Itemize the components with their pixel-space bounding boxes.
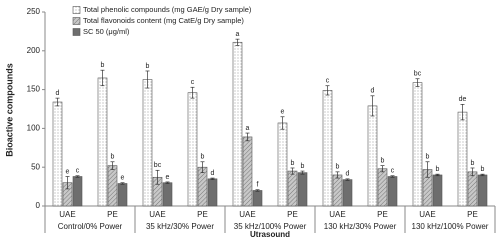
bar xyxy=(142,79,153,207)
significance-letter: de xyxy=(459,96,467,103)
bar xyxy=(322,90,333,207)
bar xyxy=(117,183,128,207)
x-tick-label: PE xyxy=(197,210,208,219)
bar xyxy=(207,178,218,207)
significance-letter: b xyxy=(201,154,205,161)
y-tick-label: 50 xyxy=(31,162,40,171)
x-axis-label: Utrasound xyxy=(250,230,290,239)
bar xyxy=(187,92,198,207)
significance-letter: d xyxy=(346,171,350,178)
legend-label: Total flavonoids content (mg CatE/g Dry … xyxy=(83,16,244,25)
bar xyxy=(107,165,118,207)
significance-letter: b xyxy=(481,166,485,173)
bar xyxy=(367,105,378,207)
legend-label: SC 50 (μg/ml) xyxy=(83,27,130,36)
significance-letter: b xyxy=(381,157,385,164)
bar xyxy=(52,101,63,207)
significance-letter: b xyxy=(111,154,115,161)
bar xyxy=(477,174,488,207)
significance-letter: d xyxy=(211,170,215,177)
x-tick-label: UAE xyxy=(239,210,255,219)
significance-letter: d xyxy=(56,90,60,97)
significance-letter: f xyxy=(257,182,259,189)
bar xyxy=(457,111,468,207)
legend-swatch xyxy=(72,28,81,36)
y-tick-label: 100 xyxy=(27,124,41,133)
x-tick-label: UAE xyxy=(329,210,345,219)
significance-letter: a xyxy=(236,31,240,38)
x-tick-label: UAE xyxy=(149,210,165,219)
legend-swatch xyxy=(72,17,81,25)
significance-letter: e xyxy=(121,175,125,182)
bar xyxy=(432,174,443,207)
group-label: Control/0% Power xyxy=(58,222,123,231)
x-tick-label: UAE xyxy=(59,210,75,219)
y-tick-label: 0 xyxy=(36,201,41,210)
significance-letter: c xyxy=(391,168,395,175)
y-axis-label: Bioactive compounds xyxy=(4,63,14,157)
bar xyxy=(97,77,108,207)
y-tick-label: 200 xyxy=(27,46,41,55)
significance-letter: b xyxy=(436,166,440,173)
bar xyxy=(342,179,353,207)
group-label: 35 kHz/30% Power xyxy=(146,222,214,231)
bar xyxy=(377,168,388,207)
x-tick-label: PE xyxy=(107,210,118,219)
group-label: 130 kHz/30% Power xyxy=(324,222,397,231)
significance-letter: d xyxy=(371,88,375,95)
significance-letter: b xyxy=(471,160,475,167)
legend-label: Total phenolic compounds (mg GAE/g Dry s… xyxy=(83,5,252,14)
significance-letter: c xyxy=(326,78,330,85)
group-label: 130 kHz/100% Power xyxy=(412,222,489,231)
legend-swatch xyxy=(72,6,81,14)
significance-letter: b xyxy=(301,163,305,170)
significance-letter: b xyxy=(146,63,150,70)
significance-letter: bc xyxy=(154,162,162,169)
bar xyxy=(197,166,208,207)
bar xyxy=(277,122,288,207)
bar xyxy=(232,41,243,207)
group-label: 35 kHz/100% Power xyxy=(234,222,307,231)
bar xyxy=(332,174,343,207)
bar xyxy=(297,172,308,207)
x-tick-label: PE xyxy=(287,210,298,219)
x-tick-label: UAE xyxy=(419,210,435,219)
significance-letter: e xyxy=(66,168,70,175)
significance-letter: c xyxy=(191,79,195,86)
x-tick-label: PE xyxy=(377,210,388,219)
significance-letter: a xyxy=(246,125,250,132)
bar xyxy=(162,182,173,207)
bar xyxy=(412,82,423,207)
bar xyxy=(72,176,83,207)
significance-letter: b xyxy=(336,164,340,171)
y-tick-label: 150 xyxy=(27,85,41,94)
significance-letter: c xyxy=(76,168,80,175)
significance-letter: e xyxy=(166,174,170,181)
significance-letter: bc xyxy=(414,71,422,78)
significance-letter: b xyxy=(101,62,105,69)
significance-letter: e xyxy=(281,109,285,116)
x-tick-label: PE xyxy=(467,210,478,219)
bar xyxy=(467,171,478,207)
bar xyxy=(242,136,253,207)
bar xyxy=(252,190,263,207)
bar xyxy=(287,170,298,207)
bar xyxy=(387,176,398,207)
significance-letter: b xyxy=(291,160,295,167)
y-tick-label: 250 xyxy=(27,7,41,16)
significance-letter: b xyxy=(426,154,430,161)
